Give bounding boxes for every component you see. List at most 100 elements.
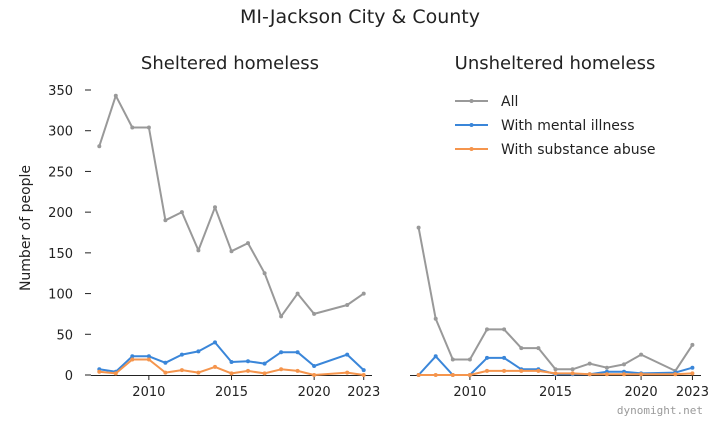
y-tick-label: 0 <box>65 369 73 384</box>
data-point-with-substance-abuse <box>130 357 135 362</box>
data-point-with-mental-illness <box>690 365 695 370</box>
data-point-with-substance-abuse <box>361 373 366 377</box>
data-point-with-substance-abuse <box>570 371 575 376</box>
legend-marker-with-mental-illness <box>469 123 474 127</box>
panel-unsheltered-homeless: Unsheltered homeless 2010 2015 2020 2023 <box>410 53 709 400</box>
data-point-all <box>312 311 317 316</box>
panel-sheltered-homeless: Sheltered homeless 2010 2015 2020 2023 0 50 100… <box>48 53 380 400</box>
y-tick-label: 200 <box>48 206 73 221</box>
series-line-all <box>98 94 365 318</box>
legend-marker-all <box>469 99 474 103</box>
data-point-with-substance-abuse <box>467 373 472 377</box>
data-point-with-mental-illness <box>361 368 366 373</box>
data-point-with-substance-abuse <box>416 373 421 377</box>
y-axis-label: Number of people <box>18 165 34 291</box>
data-point-all <box>213 205 217 210</box>
data-point-all <box>246 241 250 246</box>
x-tick-label: 2015 <box>215 385 248 400</box>
data-point-with-substance-abuse <box>622 372 626 377</box>
data-point-with-substance-abuse <box>604 372 609 377</box>
data-point-all <box>639 352 644 357</box>
data-point-with-substance-abuse <box>502 368 507 373</box>
series-line-all <box>417 226 694 372</box>
data-point-with-mental-illness <box>163 360 168 365</box>
data-point-with-mental-illness <box>345 352 350 357</box>
legend-label: With substance abuse <box>501 142 656 158</box>
legend-item-with-substance-abuse: With substance abuse <box>455 142 656 158</box>
x-tick-label: 2023 <box>676 385 709 400</box>
data-point-with-mental-illness <box>179 352 184 357</box>
data-point-all <box>295 291 300 296</box>
watermark-text: dynomight.net <box>617 404 703 417</box>
data-point-all <box>163 218 168 223</box>
data-point-all <box>433 316 438 321</box>
data-point-with-substance-abuse <box>536 368 541 373</box>
data-point-with-substance-abuse <box>433 373 438 377</box>
data-point-all <box>519 346 524 351</box>
data-point-all <box>502 327 507 332</box>
data-point-with-mental-illness <box>502 355 507 360</box>
data-point-with-mental-illness <box>485 355 489 360</box>
data-point-with-substance-abuse <box>229 371 234 376</box>
data-point-with-substance-abuse <box>639 372 644 377</box>
legend-marker-with-substance-abuse <box>469 147 474 151</box>
data-point-all <box>604 365 609 370</box>
data-point-with-substance-abuse <box>519 368 524 373</box>
data-point-with-mental-illness <box>196 349 201 354</box>
data-point-all <box>450 357 455 362</box>
data-point-with-substance-abuse <box>213 364 217 369</box>
y-tick-label: 100 <box>48 288 73 303</box>
data-point-with-substance-abuse <box>312 373 317 377</box>
data-point-all <box>279 314 284 319</box>
y-tick-label: 250 <box>48 165 73 180</box>
data-point-with-substance-abuse <box>196 370 201 375</box>
y-tick-label: 300 <box>48 125 73 140</box>
data-point-all <box>485 327 489 332</box>
data-point-all <box>587 361 592 366</box>
legend: All With mental illness With substance abu… <box>455 94 656 158</box>
series-line-with-mental-illness <box>98 341 365 373</box>
data-point-all <box>97 144 102 149</box>
data-point-all <box>536 346 541 351</box>
data-point-all <box>416 225 421 230</box>
x-tick-label: 2010 <box>453 385 486 400</box>
data-point-all <box>262 271 267 276</box>
data-point-with-substance-abuse <box>279 367 284 372</box>
data-point-with-substance-abuse <box>587 372 592 377</box>
data-point-with-substance-abuse <box>262 371 267 376</box>
panel-title: Sheltered homeless <box>141 53 319 74</box>
x-tick-label: 2020 <box>298 385 331 400</box>
data-point-with-mental-illness <box>279 350 284 355</box>
legend-label: All <box>501 94 518 110</box>
legend-label: With mental illness <box>501 118 635 134</box>
data-point-with-substance-abuse <box>553 371 558 376</box>
data-point-with-substance-abuse <box>673 372 678 377</box>
data-point-with-substance-abuse <box>485 368 489 373</box>
panels-layer: Sheltered homeless 2010 2015 2020 2023 0 50 100… <box>48 53 709 400</box>
data-point-with-mental-illness <box>229 360 234 364</box>
y-tick-label: 350 <box>48 84 73 99</box>
x-tick-label: 2015 <box>539 385 572 400</box>
y-tick-label: 150 <box>48 247 73 262</box>
legend-item-all: All <box>455 94 518 110</box>
x-tick-label: 2010 <box>132 385 165 400</box>
data-point-all <box>113 93 118 98</box>
data-point-all <box>361 291 366 296</box>
series-line-with-substance-abuse <box>417 369 694 376</box>
legend-item-with-mental-illness: With mental illness <box>455 118 635 134</box>
data-point-with-substance-abuse <box>113 371 118 376</box>
data-point-all <box>622 362 626 367</box>
chart-title: MI-Jackson City & County <box>240 6 480 28</box>
data-point-with-substance-abuse <box>450 373 455 377</box>
data-point-all <box>229 249 234 254</box>
data-point-all <box>130 125 135 130</box>
data-point-all <box>690 342 695 347</box>
data-point-with-mental-illness <box>295 350 300 355</box>
data-point-all <box>179 210 184 215</box>
series-line-with-substance-abuse <box>98 358 365 376</box>
data-point-with-substance-abuse <box>179 368 184 373</box>
data-point-with-mental-illness <box>130 354 135 359</box>
data-point-all <box>467 357 472 362</box>
